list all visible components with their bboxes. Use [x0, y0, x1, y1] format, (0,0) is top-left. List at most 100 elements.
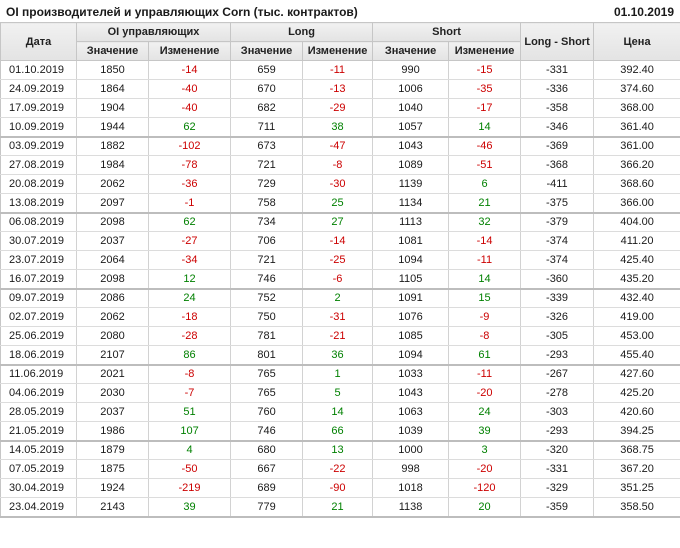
cell-long-value: 670: [230, 79, 304, 99]
cell-date: 21.05.2019: [0, 421, 77, 442]
cell-price: 425.40: [593, 250, 680, 270]
cell-oi-value: 2030: [76, 383, 149, 403]
cell-date: 17.09.2019: [0, 98, 77, 118]
cell-short-change: 14: [448, 117, 522, 138]
col-header-long-short: Long - Short: [520, 22, 595, 61]
cell-long-change: -30: [302, 174, 374, 194]
cell-oi-value: 1904: [76, 98, 149, 118]
col-header-oi-group: OI управляющих: [75, 22, 232, 42]
cell-oi-change: -40: [147, 98, 232, 118]
cell-date: 04.06.2019: [0, 383, 77, 403]
cell-oi-value: 1944: [76, 117, 149, 138]
cell-long-value: 765: [230, 364, 304, 384]
cell-price: 432.40: [593, 288, 680, 308]
cell-price: 435.20: [593, 269, 680, 290]
cell-date: 28.05.2019: [0, 402, 77, 422]
cell-short-value: 990: [372, 60, 450, 80]
cell-short-change: -8: [448, 326, 522, 346]
cell-short-value: 1040: [372, 98, 450, 118]
cell-price: 368.75: [593, 440, 680, 460]
cell-short-change: -9: [448, 307, 522, 327]
cell-short-value: 1043: [372, 383, 450, 403]
cell-short-value: 1105: [372, 269, 450, 290]
cell-long-value: 760: [230, 402, 304, 422]
cell-long-value: 729: [230, 174, 304, 194]
cell-short-value: 1139: [372, 174, 450, 194]
cell-date: 06.08.2019: [0, 212, 77, 232]
cell-date: 25.06.2019: [0, 326, 77, 346]
cell-date: 14.05.2019: [0, 440, 77, 460]
cell-long-value: 734: [230, 212, 304, 232]
table-row: 06.08.2019 2098 62 734 27 1113 32 -379 404.00: [0, 212, 680, 232]
col-header-short-value: Значение: [372, 41, 450, 61]
table-row: 02.07.2019 2062 -18 750 -31 1076 -9 -326 419.00: [0, 307, 680, 327]
cell-date: 30.07.2019: [0, 231, 77, 251]
cell-long-value: 721: [230, 155, 304, 175]
table-header: Дата OI управляющих Long Short Long - Sh…: [0, 22, 680, 61]
cell-short-value: 1063: [372, 402, 450, 422]
cell-oi-value: 2062: [76, 307, 149, 327]
cell-long-short: -326: [520, 307, 595, 327]
cell-short-change: -20: [448, 459, 522, 479]
cell-oi-value: 1924: [76, 478, 149, 498]
col-header-long-value: Значение: [230, 41, 304, 61]
table-row: 25.06.2019 2080 -28 781 -21 1085 -8 -305 453.00: [0, 326, 680, 346]
cell-long-value: 721: [230, 250, 304, 270]
table-row: 23.07.2019 2064 -34 721 -25 1094 -11 -374 425.40: [0, 250, 680, 270]
cell-date: 20.08.2019: [0, 174, 77, 194]
table-row: 14.05.2019 1879 4 680 13 1000 3 -320 368.75: [0, 440, 680, 460]
cell-long-short: -358: [520, 98, 595, 118]
cell-date: 10.09.2019: [0, 117, 77, 138]
cell-short-change: 15: [448, 288, 522, 308]
cell-oi-value: 1882: [76, 136, 149, 156]
cell-oi-change: -18: [147, 307, 232, 327]
col-header-long-change: Изменение: [302, 41, 374, 61]
cell-long-change: -25: [302, 250, 374, 270]
cell-long-value: 682: [230, 98, 304, 118]
cell-long-change: -29: [302, 98, 374, 118]
cell-long-short: -336: [520, 79, 595, 99]
cell-short-change: 14: [448, 269, 522, 290]
table-row: 30.07.2019 2037 -27 706 -14 1081 -14 -374 411.20: [0, 231, 680, 251]
cell-oi-change: 62: [147, 117, 232, 138]
cell-long-change: -22: [302, 459, 374, 479]
cell-date: 01.10.2019: [0, 60, 77, 80]
cell-date: 11.06.2019: [0, 364, 77, 384]
cell-oi-change: 24: [147, 288, 232, 308]
cell-short-value: 1091: [372, 288, 450, 308]
cell-oi-change: -27: [147, 231, 232, 251]
cell-oi-value: 2086: [76, 288, 149, 308]
cell-long-short: -331: [520, 60, 595, 80]
cell-short-value: 1043: [372, 136, 450, 156]
cell-long-change: 38: [302, 117, 374, 138]
cell-price: 455.40: [593, 345, 680, 366]
cell-oi-change: -219: [147, 478, 232, 498]
cell-short-change: 24: [448, 402, 522, 422]
cell-price: 419.00: [593, 307, 680, 327]
cell-oi-value: 1879: [76, 440, 149, 460]
cell-short-change: 21: [448, 193, 522, 214]
cell-short-change: -35: [448, 79, 522, 99]
cell-long-short: -305: [520, 326, 595, 346]
cell-price: 351.25: [593, 478, 680, 498]
cell-short-value: 1089: [372, 155, 450, 175]
cell-oi-change: 51: [147, 402, 232, 422]
cell-short-value: 1085: [372, 326, 450, 346]
table-row: 04.06.2019 2030 -7 765 5 1043 -20 -278 425.20: [0, 383, 680, 403]
cell-short-value: 1094: [372, 250, 450, 270]
cell-long-value: 750: [230, 307, 304, 327]
cell-short-value: 1018: [372, 478, 450, 498]
cell-oi-value: 2062: [76, 174, 149, 194]
cell-short-value: 1094: [372, 345, 450, 366]
cell-price: 392.40: [593, 60, 680, 80]
cell-price: 427.60: [593, 364, 680, 384]
cell-short-change: 32: [448, 212, 522, 232]
cell-oi-change: 4: [147, 440, 232, 460]
cell-date: 07.05.2019: [0, 459, 77, 479]
cell-date: 23.07.2019: [0, 250, 77, 270]
cell-long-value: 779: [230, 497, 304, 518]
table-body: 01.10.2019 1850 -14 659 -11 990 -15 -331 392.40 2…: [0, 60, 680, 518]
table-row: 30.04.2019 1924 -219 689 -90 1018 -120 -329 351.…: [0, 478, 680, 498]
cell-price: 374.60: [593, 79, 680, 99]
